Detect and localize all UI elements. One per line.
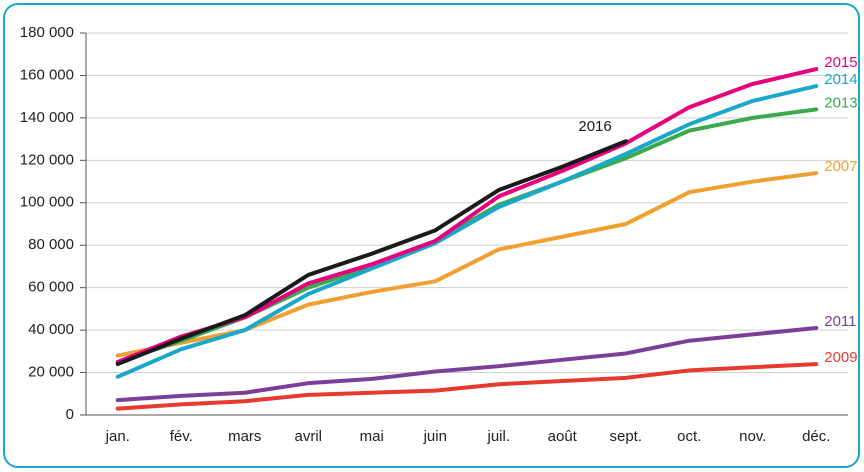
y-tick-label: 0 — [66, 406, 74, 423]
series-label: 2009 — [824, 349, 857, 366]
y-tick-label: 60 000 — [28, 279, 74, 296]
x-tick-label: fév. — [170, 428, 193, 445]
y-tick-label: 180 000 — [20, 24, 74, 41]
series-line — [115, 139, 628, 367]
series-line — [115, 325, 819, 403]
y-tick-label: 160 000 — [20, 66, 74, 83]
x-tick-label: mars — [228, 428, 261, 445]
series-label: 2007 — [824, 158, 857, 175]
series-line — [115, 67, 819, 364]
series-label: 2016 — [578, 118, 611, 135]
series-label: 2013 — [824, 94, 857, 111]
x-tick-label: sept. — [609, 428, 642, 445]
x-tick-label: jan. — [105, 428, 130, 445]
y-tick-label: 20 000 — [28, 364, 74, 381]
y-tick-label: 120 000 — [20, 151, 74, 168]
y-tick-label: 80 000 — [28, 236, 74, 253]
x-tick-label: mai — [360, 428, 384, 445]
y-tick-label: 100 000 — [20, 194, 74, 211]
y-tick-label: 40 000 — [28, 321, 74, 338]
x-tick-label: déc. — [802, 428, 830, 445]
series-label: 2011 — [824, 313, 856, 330]
y-tick-label: 140 000 — [20, 109, 74, 126]
x-tick-label: avril — [294, 428, 322, 445]
x-tick-label: août — [548, 428, 578, 445]
x-tick-label: juin — [423, 428, 447, 445]
series-label: 2015 — [824, 54, 857, 71]
series-line — [115, 84, 819, 379]
series-label: 2014 — [824, 71, 857, 88]
frame — [3, 3, 860, 468]
x-tick-label: juil. — [486, 428, 510, 445]
x-tick-label: nov. — [739, 428, 766, 445]
series-line — [115, 171, 819, 358]
series-line — [115, 362, 819, 411]
x-tick-label: oct. — [677, 428, 701, 445]
